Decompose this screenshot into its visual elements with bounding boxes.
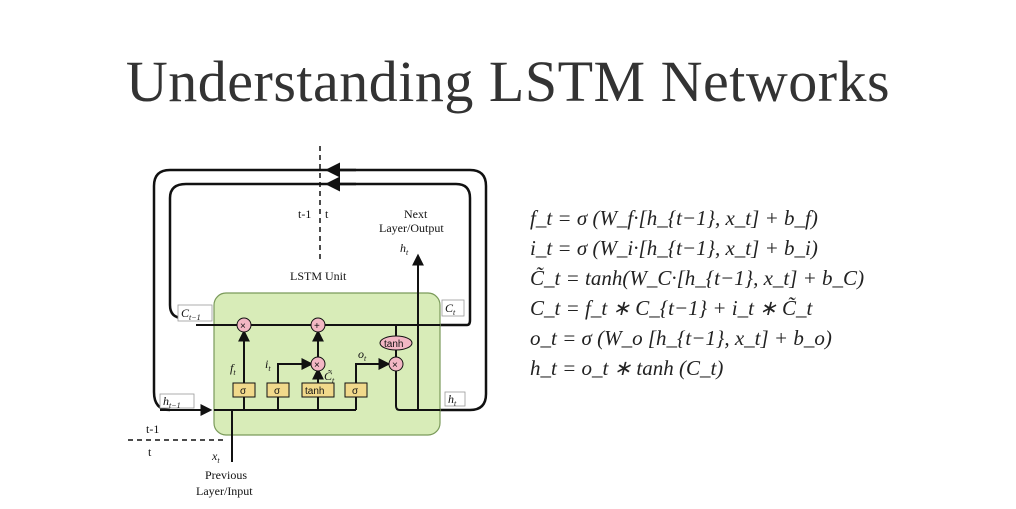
label-h-prev: ht−1: [159, 393, 195, 410]
prev-layer-label-line1: Previous: [205, 468, 247, 482]
lstm-unit-box: [213, 292, 441, 436]
output-tanh-op: tanh: [379, 335, 413, 351]
svg-text:σ: σ: [352, 386, 359, 397]
cell-state-loop: [168, 182, 472, 327]
output-gate: σ: [344, 382, 368, 398]
label-c-t: Ct: [441, 299, 465, 317]
svg-text:tanh: tanh: [384, 339, 403, 350]
label-h-t-out: ht: [400, 241, 409, 257]
time-label-t-top: t: [325, 207, 329, 221]
svg-text:tanh: tanh: [305, 386, 324, 397]
svg-text:ht−1: ht−1: [163, 394, 181, 410]
hidden-state-loop: [152, 168, 488, 412]
input-to-mul: [277, 358, 314, 370]
lstm-unit-label: LSTM Unit: [290, 269, 347, 283]
next-layer-label-line1: Next: [404, 207, 428, 221]
equation-output: o_t = σ (W_o [h_{t−1}, x_t] + b_o): [530, 326, 832, 350]
equation-candidate: C̃_t = tanh(W_C·[h_{t−1}, x_t] + b_C): [530, 266, 865, 290]
equations: f_t = σ (W_f·[h_{t−1}, x_t] + b_f) i_t =…: [530, 203, 864, 383]
svg-text:×: ×: [240, 321, 246, 332]
svg-text:Ct: Ct: [445, 301, 456, 317]
svg-text:σ: σ: [274, 386, 281, 397]
label-o-t: ot: [358, 347, 367, 363]
equation-hidden: h_t = o_t ∗ tanh (C_t): [530, 356, 724, 380]
h-output-path: [395, 371, 440, 411]
label-c-tilde: C̃t: [324, 369, 335, 385]
input-multiply-op: ×: [310, 356, 326, 372]
svg-text:×: ×: [314, 360, 320, 371]
input-gate: σ: [266, 382, 290, 398]
time-label-t-bottom: t: [148, 445, 152, 459]
equation-forget: f_t = σ (W_f·[h_{t−1}, x_t] + b_f): [530, 206, 818, 230]
output-to-mul: [355, 358, 391, 370]
svg-text:×: ×: [392, 360, 398, 371]
forget-multiply-op: ×: [236, 317, 252, 333]
svg-text:+: +: [314, 321, 320, 332]
output-multiply-op: ×: [388, 356, 404, 372]
equation-input: i_t = σ (W_i·[h_{t−1}, x_t] + b_i): [530, 236, 818, 260]
next-layer-label-line2: Layer/Output: [379, 221, 444, 235]
label-i-t: it: [265, 357, 271, 373]
candidate-gate: tanh: [301, 382, 335, 398]
prev-layer-label-line2: Layer/Input: [196, 484, 253, 498]
label-x-t: xt: [211, 449, 220, 465]
svg-text:σ: σ: [240, 386, 247, 397]
forget-gate: σ: [232, 382, 256, 398]
page-title: Understanding LSTM Networks: [125, 49, 891, 114]
time-label-t-minus-1-bottom: t-1: [146, 422, 159, 436]
equation-cell: C_t = f_t ∗ C_{t−1} + i_t ∗ C̃_t: [530, 296, 813, 320]
time-label-t-minus-1-top: t-1: [298, 207, 311, 221]
label-f-t: ft: [230, 361, 236, 377]
svg-text:ht: ht: [448, 392, 457, 408]
label-c-prev: Ct−1: [177, 304, 213, 322]
label-h-t-right: ht: [444, 391, 466, 408]
cell-add-op: +: [310, 317, 326, 333]
svg-text:Ct−1: Ct−1: [181, 306, 201, 322]
